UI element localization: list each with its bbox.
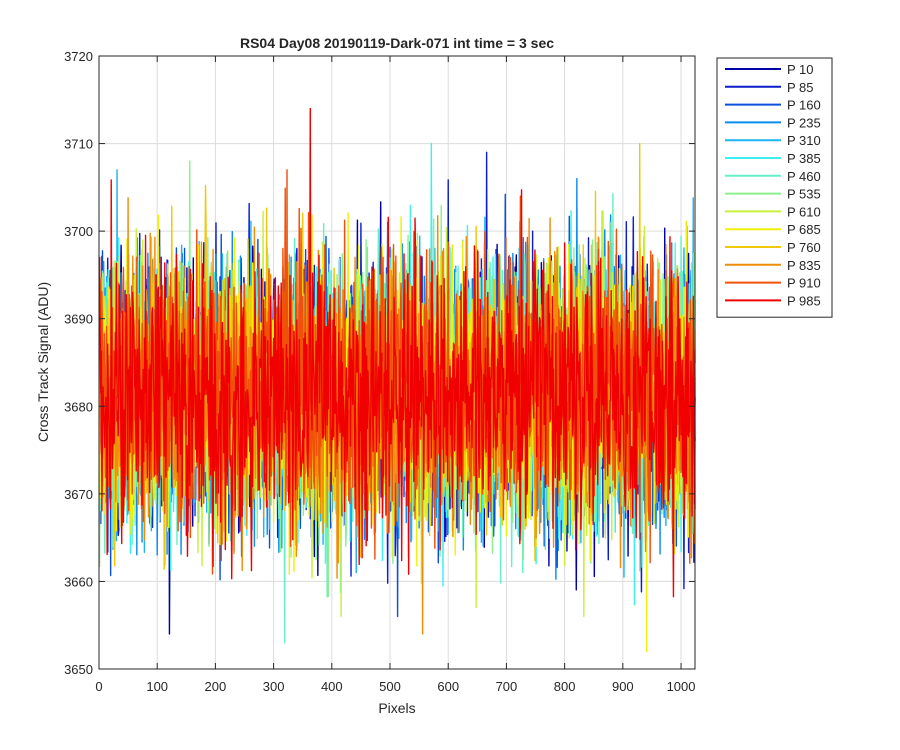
x-tick-label: 100 [146,679,168,694]
y-tick-label: 3670 [64,487,93,502]
x-tick-label: 400 [321,679,343,694]
x-tick-label: 0 [95,679,102,694]
chart-title: RS04 Day08 20190119-Dark-071 int time = … [240,35,554,51]
legend-label: P 835 [787,258,821,273]
x-tick-label: 700 [496,679,518,694]
legend-label: P 460 [787,169,821,184]
legend-label: P 10 [787,62,814,77]
y-tick-label: 3690 [64,312,93,327]
legend-label: P 535 [787,187,821,202]
plot-frame [98,55,696,670]
legend-box [716,57,833,318]
x-tick-label: 200 [205,679,227,694]
y-tick-label: 3680 [64,399,93,414]
legend-label: P 235 [787,115,821,130]
legend-label: P 910 [787,276,821,291]
legend-label: P 160 [787,98,821,113]
x-tick-label: 1000 [667,679,696,694]
y-axis-label: Cross Track Signal (ADU) [35,282,51,442]
axis-ticks: 0 100 200 300 400 500 600 700 800 900 1000 3650 3660… [64,49,695,694]
y-tick-label: 3710 [64,137,93,152]
legend: P 10 P 85 P 160 P 235 P 310 P 385 P 460 P 535 P … [716,57,833,318]
series-layer [98,107,696,653]
x-tick-label: 500 [379,679,401,694]
y-tick-label: 3660 [64,574,93,589]
series-line-p985 [98,107,696,598]
y-tick-label: 3700 [64,224,93,239]
x-tick-label: 900 [612,679,634,694]
legend-label: P 985 [787,293,821,308]
y-tick-label: 3650 [64,662,93,677]
x-tick-label: 600 [437,679,459,694]
x-tick-label: 800 [554,679,576,694]
legend-label: P 760 [787,240,821,255]
legend-label: P 610 [787,204,821,219]
legend-label: P 385 [787,151,821,166]
x-tick-label: 300 [263,679,285,694]
legend-label: P 310 [787,133,821,148]
x-axis-label: Pixels [378,700,415,716]
y-tick-label: 3720 [64,49,93,64]
legend-label: P 85 [787,80,814,95]
legend-label: P 685 [787,222,821,237]
